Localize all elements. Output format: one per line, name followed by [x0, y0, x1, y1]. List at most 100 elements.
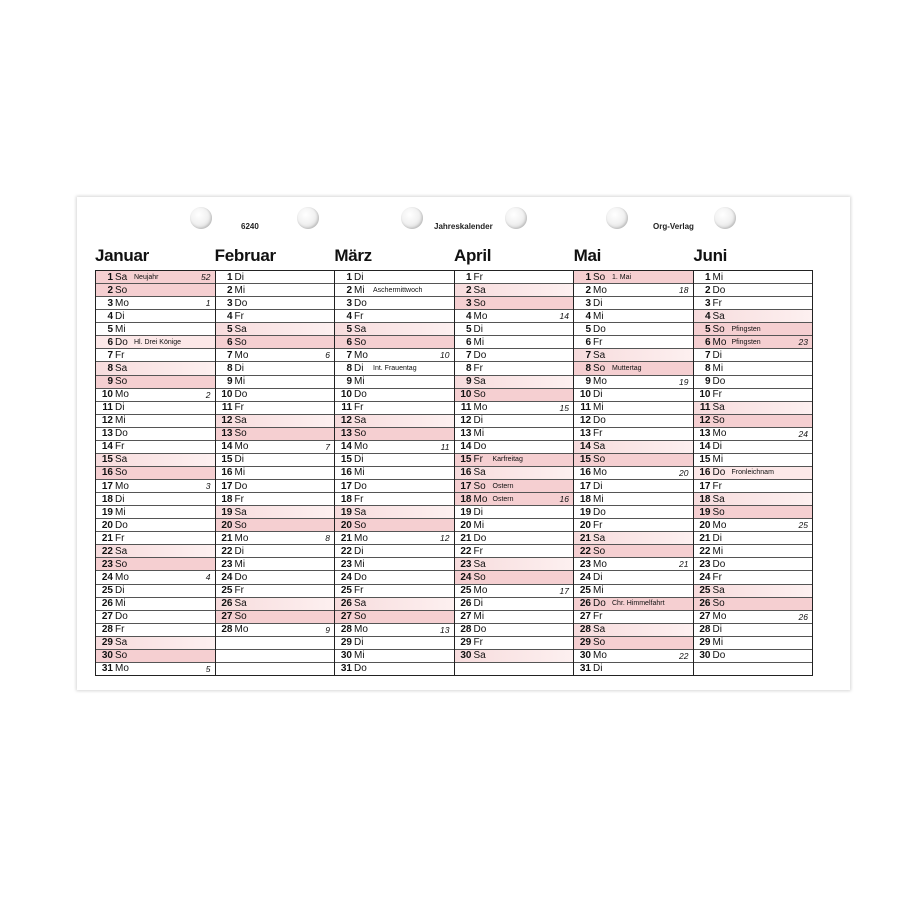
weekday: Mo: [473, 585, 488, 597]
day-number: 11: [341, 402, 352, 414]
day-number: 17: [340, 480, 352, 492]
weekday: Fr: [234, 585, 244, 597]
day-row: 18 Fr: [215, 493, 334, 507]
day-row: 11 Mi: [574, 402, 693, 415]
day-number: 22: [101, 545, 113, 557]
weekday: Di: [115, 585, 125, 597]
holiday-note: Karfreitag: [492, 456, 523, 464]
weekday: Fr: [354, 493, 364, 505]
day-row: [215, 637, 334, 650]
day-row: 11 Fr: [335, 402, 454, 415]
day-number: 8: [107, 362, 113, 374]
weekday: So: [115, 650, 128, 662]
weekday: Di: [593, 663, 603, 675]
day-number: 7: [465, 349, 472, 361]
weekday: Mo: [115, 480, 129, 492]
day-number: 10: [340, 389, 352, 401]
day-row: 4 Di: [96, 310, 215, 324]
day-row: 16 Do Fronleichnam: [693, 466, 812, 480]
day-number: 30: [101, 650, 113, 662]
day-row: 26 Sa: [335, 597, 454, 611]
week-number: 52: [201, 272, 211, 283]
weekday: Di: [234, 271, 244, 283]
day-row: 30 Mo 22: [574, 650, 693, 663]
weekday: Mi: [712, 362, 724, 374]
month-column: 1 Mi 2 Do 3 Fr 4 Sa 5 So Pfingsten 6 Mo Pfingsten 23 7 D…: [692, 271, 812, 675]
day-number: 21: [460, 532, 472, 544]
day-number: 25: [221, 585, 233, 597]
weekday: Mo: [354, 441, 368, 453]
day-row: 26 Sa: [215, 597, 334, 611]
weekday: Mo: [115, 571, 129, 583]
weekday: Di: [473, 323, 483, 335]
month-title: April: [454, 246, 492, 265]
day-row: 3 Mo 1: [96, 297, 215, 311]
weekday: Mo: [115, 389, 129, 401]
weekday: Mi: [234, 467, 246, 479]
week-number: 19: [679, 376, 689, 387]
weekday: Mi: [115, 323, 126, 335]
day-row: 1 So 1. Mai: [574, 271, 693, 285]
day-row: 9 Mo 19: [574, 376, 693, 389]
weekday: Mi: [354, 558, 365, 570]
holiday-note: Int. Frauentag: [373, 364, 417, 372]
day-number: 16: [699, 467, 711, 479]
day-row: 15 Mi: [693, 454, 812, 467]
day-row: 10 Di: [574, 389, 693, 402]
day-number: 18: [101, 493, 113, 505]
day-row: 31 Di: [574, 663, 693, 675]
day-row: 16 Mi: [335, 467, 454, 480]
day-number: 9: [704, 376, 711, 388]
weekday: So: [234, 336, 247, 348]
month-title: März: [334, 246, 372, 265]
day-row: 4 Sa: [693, 310, 812, 324]
day-number: 28: [460, 624, 472, 636]
weekday: So: [593, 271, 606, 283]
week-number: 20: [679, 467, 689, 478]
day-row: 7 Sa: [574, 349, 693, 363]
day-row: 17 Fr: [693, 480, 812, 494]
weekday: Di: [712, 441, 722, 453]
day-row: 21 Do: [454, 532, 573, 546]
weekday: So: [473, 480, 486, 492]
day-number: 29: [340, 637, 352, 649]
day-row: 8 Sa: [96, 362, 215, 376]
day-row: 15 Di: [335, 454, 454, 467]
weekday: So: [712, 598, 725, 610]
weekday: Mi: [115, 415, 126, 427]
weekday: Mi: [712, 545, 724, 557]
holiday-note: Muttertag: [612, 364, 642, 372]
weekday: Sa: [115, 637, 128, 649]
day-number: 16: [101, 467, 113, 479]
day-row: 27 Do: [96, 611, 215, 624]
weekday: Di: [354, 637, 364, 649]
day-row: 10 So: [454, 388, 573, 402]
day-number: 8: [585, 362, 591, 374]
weekday: Di: [712, 532, 722, 544]
weekday: Mi: [115, 506, 126, 518]
weekday: Mo: [234, 624, 249, 636]
weekday: So: [712, 506, 725, 518]
weekday: Do: [354, 389, 367, 401]
day-row: 8 Fr: [454, 362, 573, 376]
day-number: 20: [340, 519, 352, 531]
day-row: 22 Sa: [96, 545, 215, 559]
weekday: Fr: [473, 637, 483, 649]
day-number: 28: [699, 624, 711, 636]
day-number: 15: [579, 454, 591, 466]
day-row: 31 Do: [335, 663, 454, 675]
day-row: 4 Mo 14: [454, 310, 573, 324]
day-number: 19: [460, 506, 472, 518]
day-number: 30: [699, 650, 711, 662]
day-number: 26: [340, 598, 352, 610]
day-row: 19 Sa: [335, 506, 454, 520]
day-number: 15: [221, 454, 233, 466]
weekday: Sa: [234, 415, 247, 427]
calendar-table: 1 Sa Neujahr 52 2 So 3 Mo 1 4 Di 5 Mi 6 Do Hl. Drei Kön…: [95, 270, 813, 676]
day-row: 3 Do: [335, 297, 454, 311]
day-row: 26 So: [693, 597, 812, 611]
weekday: Sa: [593, 624, 606, 636]
day-row: 17 Do: [215, 480, 334, 494]
day-row: 1 Di: [335, 271, 454, 285]
day-row: 11 Di: [96, 402, 215, 415]
